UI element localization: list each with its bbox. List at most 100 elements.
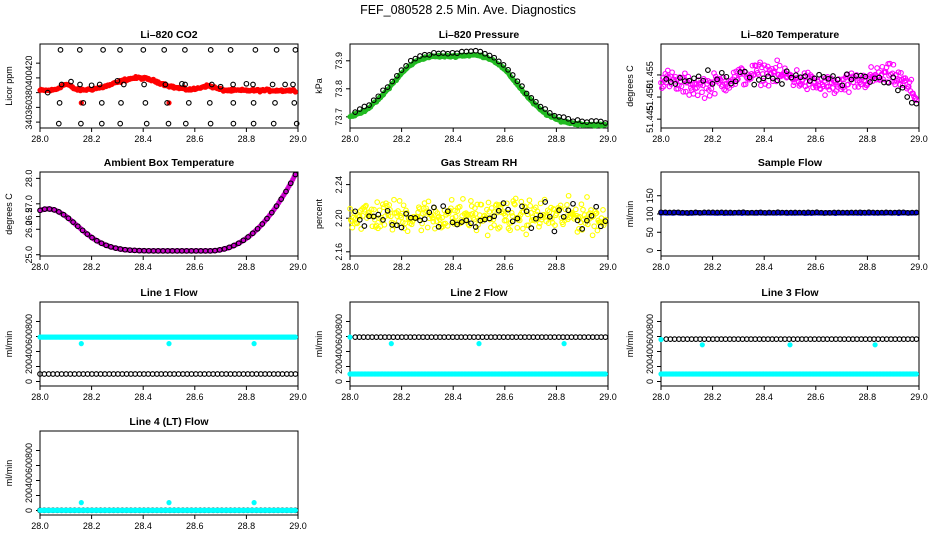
x-tick-label: 28.0: [31, 134, 49, 144]
data-point: [421, 216, 428, 223]
data-point: [243, 80, 250, 87]
data-point: [98, 240, 105, 247]
data-point: [564, 202, 570, 208]
y-tick-label: 600: [334, 329, 344, 344]
figure-title: FEF_080528 2.5 Min. Ave. Diagnostics: [360, 3, 576, 17]
data-point: [407, 57, 414, 64]
data-point: [273, 47, 280, 53]
data-point: [400, 202, 407, 209]
x-tick-label: 28.8: [238, 134, 256, 144]
data-point: [118, 100, 124, 106]
data-point: [825, 75, 832, 82]
plot-frame: [39, 301, 299, 387]
data-point: [444, 223, 451, 229]
data-point: [584, 194, 590, 200]
data-point: [396, 198, 403, 204]
data-point: [217, 83, 224, 90]
data-point: [231, 242, 237, 249]
data-point: [682, 70, 688, 77]
data-point: [165, 120, 172, 127]
x-tick-label: 29.0: [599, 392, 617, 402]
data-point: [44, 89, 51, 96]
data-point: [787, 342, 793, 348]
data-point: [593, 203, 600, 210]
data-point: [347, 334, 353, 340]
data-point: [844, 71, 850, 78]
y-axis-label: ml/min: [314, 331, 324, 358]
y-tick-label: 800: [645, 314, 655, 329]
data-point: [273, 203, 280, 209]
data-point: [846, 89, 852, 95]
data-point: [84, 231, 91, 237]
data-point: [678, 83, 685, 90]
data-point: [418, 227, 425, 234]
data-point: [579, 226, 586, 232]
x-tick-label: 29.0: [910, 392, 928, 402]
data-point: [526, 197, 533, 204]
data-point: [570, 200, 576, 207]
x-tick-label: 28.4: [755, 392, 773, 402]
data-point: [522, 204, 529, 211]
chart-title: Gas Stream RH: [441, 157, 517, 169]
data-point: [802, 73, 809, 79]
data-point: [207, 120, 214, 127]
data-point: [259, 221, 266, 227]
data-point: [583, 215, 590, 221]
data-point: [589, 232, 596, 239]
data-point: [867, 79, 873, 85]
y-tick-label: 2.16: [334, 243, 344, 261]
chart-line3: Line 3 Flow ml/min 28.0 28.2 28.4 28.6 28.8 29.…: [625, 287, 928, 402]
x-tick-label: 28.0: [31, 392, 49, 402]
plot-frame: [349, 43, 609, 129]
x-tick-label: 28.2: [393, 392, 411, 402]
chart-line2: Line 2 Flow ml/min 28.0 28.2 28.4 28.6 28.8 29.…: [314, 287, 617, 402]
data-point: [561, 341, 567, 347]
data-point: [103, 242, 110, 249]
data-point: [120, 81, 127, 88]
data-point: [292, 89, 299, 95]
plot-frame: [39, 43, 299, 129]
data-point: [384, 207, 391, 214]
data-point: [349, 224, 356, 231]
data-point: [292, 507, 299, 513]
x-tick-label: 28.0: [341, 134, 359, 144]
data-point: [375, 93, 382, 100]
x-tick-label: 28.2: [393, 262, 411, 272]
y-tick-label: 380: [24, 85, 34, 100]
data-point: [488, 205, 495, 211]
series-line-flow: [347, 334, 609, 377]
data-point: [533, 98, 539, 105]
data-point: [788, 74, 795, 81]
y-tick-label: 0: [645, 248, 655, 253]
y-axis-label: percent: [314, 198, 324, 229]
data-point: [913, 209, 920, 216]
data-point: [806, 78, 813, 84]
plot-frame: [660, 43, 920, 129]
data-point: [166, 500, 172, 506]
data-point: [452, 207, 458, 214]
data-point: [394, 72, 400, 79]
data-point: [913, 371, 920, 377]
series-line-flow: [37, 500, 299, 513]
chart-title: Line 2 Flow: [450, 287, 508, 299]
data-point: [283, 188, 289, 195]
data-point: [793, 67, 800, 73]
data-point: [486, 215, 493, 222]
data-point: [56, 100, 63, 106]
series-rh: [347, 192, 609, 239]
data-point: [117, 120, 124, 127]
chart-box_temp: Ambient Box Temperature degrees C 28.0 28.2…: [4, 157, 307, 272]
data-point: [361, 223, 368, 229]
chart-title: Sample Flow: [758, 157, 823, 169]
data-point: [430, 218, 437, 225]
data-point: [848, 76, 855, 83]
data-point: [425, 198, 432, 205]
data-point: [718, 69, 725, 76]
y-tick-label: 73.9: [334, 52, 344, 70]
data-point: [380, 217, 386, 223]
data-point: [270, 120, 277, 127]
data-point: [890, 61, 897, 68]
data-point: [380, 87, 386, 94]
data-point: [822, 92, 828, 98]
data-point: [591, 223, 598, 230]
